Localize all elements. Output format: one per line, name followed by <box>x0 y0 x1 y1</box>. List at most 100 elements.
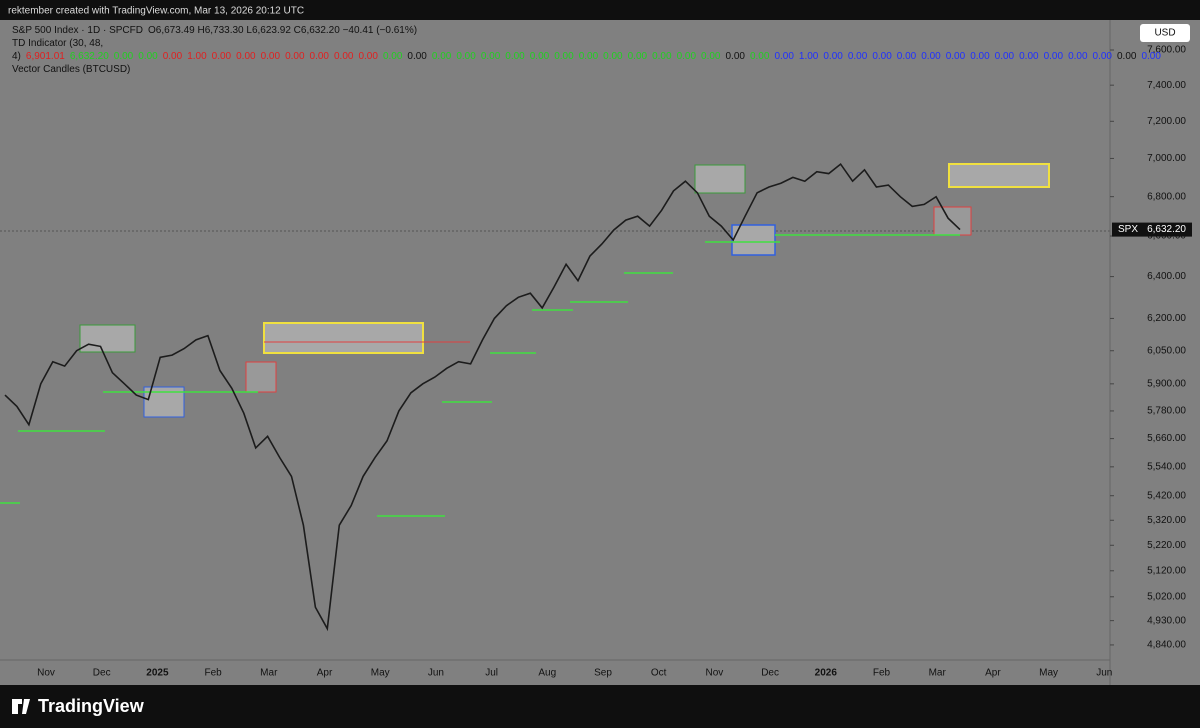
indicator-value: 0.00 <box>138 51 158 62</box>
indicator-value: 0.00 <box>1019 51 1039 62</box>
currency-button[interactable] <box>1140 24 1190 42</box>
indicator-value: 0.00 <box>113 51 134 62</box>
x-tick-label: Feb <box>873 668 891 679</box>
y-tick-label: 5,120.00 <box>1147 565 1186 576</box>
chart-background <box>0 20 1200 685</box>
y-tick-label: 5,020.00 <box>1147 591 1186 602</box>
indicator-value: 0.00 <box>1141 51 1161 62</box>
y-tick-label: 7,600.00 <box>1147 45 1186 56</box>
indicator-value: 0.00 <box>358 51 378 62</box>
legend-row: Vector Candles (BTCUSD) <box>12 63 1200 76</box>
y-tick-label: 5,320.00 <box>1147 515 1186 526</box>
indicator-value: 0.00 <box>1043 51 1064 62</box>
x-tick-label: Dec <box>761 668 779 679</box>
x-tick-label: Oct <box>651 668 667 679</box>
legend-row: S&P 500 Index · 1D · SPCFD O6,673.49 H6,7… <box>12 24 1200 37</box>
y-tick-label: 4,840.00 <box>1147 640 1186 651</box>
y-tick-label: 6,400.00 <box>1147 271 1186 282</box>
indicator-value: 1.00 <box>798 51 819 62</box>
symbol: S&P 500 Index · 1D · SPCFD <box>12 25 143 36</box>
td-box <box>245 361 277 393</box>
indicator-value: 0.00 <box>162 51 183 62</box>
x-tick-label: Nov <box>706 668 724 679</box>
td-box <box>948 163 1050 188</box>
indicator: TD Indicator (30, 48, 4) <box>12 38 104 62</box>
indicator-value: 0.00 <box>603 51 623 62</box>
y-tick-label: 5,420.00 <box>1147 490 1186 501</box>
indicator-value: 0.00 <box>211 51 232 62</box>
indicator-value: 1.00 <box>187 51 207 62</box>
y-tick-label: 7,400.00 <box>1147 80 1186 91</box>
indicator-value: 0.00 <box>872 51 892 62</box>
td-box <box>694 164 746 194</box>
legend: S&P 500 Index · 1D · SPCFD O6,673.49 H6,7… <box>12 24 1200 76</box>
indicator-value: 0.00 <box>725 51 745 62</box>
indicator-value: 0.00 <box>896 51 917 62</box>
x-tick-label: Apr <box>985 668 1001 679</box>
y-tick-label: 4,930.00 <box>1147 615 1186 626</box>
brand-logo <box>12 699 30 714</box>
y-tick-label: 5,220.00 <box>1147 540 1186 551</box>
indicator-value: 0.00 <box>823 51 843 62</box>
indicator-value: 0.00 <box>1068 51 1088 62</box>
indicator-value: 0.00 <box>236 51 256 62</box>
y-tick-label: 6,800.00 <box>1147 191 1186 202</box>
indicator-value: 0.00 <box>970 51 990 62</box>
indicator-value: 0.00 <box>1092 51 1112 62</box>
x-tick-label: May <box>1039 668 1058 679</box>
indicator-value: 6,901.01 <box>25 51 65 62</box>
last-price: 6,632.20 <box>1147 224 1186 235</box>
indicator-value: 0.00 <box>456 51 476 62</box>
indicator-value: 0.00 <box>578 51 599 62</box>
y-tick-label: 5,660.00 <box>1147 433 1186 444</box>
brand: TradingView <box>38 696 145 716</box>
y-tick-label: 6,050.00 <box>1147 345 1186 356</box>
indicator-value: 0.00 <box>480 51 501 62</box>
indicator-value: 0.00 <box>431 51 452 62</box>
credit: rektember created with TradingView.com, … <box>8 6 304 17</box>
x-tick-label: Aug <box>538 668 556 679</box>
support-lines <box>0 234 960 517</box>
indicator-value: 0.00 <box>627 51 648 62</box>
y-tick-label: 6,200.00 <box>1147 313 1186 324</box>
x-tick-label: May <box>371 668 390 679</box>
indicator-value: 0.00 <box>285 51 305 62</box>
x-tick-label: Mar <box>929 668 947 679</box>
x-tick-label: Sep <box>594 668 612 679</box>
price-line <box>4 162 961 632</box>
indicator-value: 0.00 <box>701 51 721 62</box>
indicator-value: 0.00 <box>994 51 1015 62</box>
y-tick-label: 5,900.00 <box>1147 378 1186 389</box>
x-tick-label: Jun <box>428 668 444 679</box>
last-price-tag <box>1112 222 1192 237</box>
indicator-value: 0.00 <box>676 51 697 62</box>
x-tick-label: 2025 <box>146 668 169 679</box>
x-tick-label: Jun <box>1096 668 1112 679</box>
legend-row: TD Indicator (30, 48, 4) 6,901.01 6,632.20… <box>12 37 1200 63</box>
td-box <box>263 322 424 354</box>
x-tick-label: Dec <box>93 668 111 679</box>
td-box <box>731 224 776 256</box>
y-tick-label: 7,000.00 <box>1147 153 1186 164</box>
indicator-value: 0.00 <box>774 51 794 62</box>
indicator-value: 0.00 <box>554 51 574 62</box>
y-tick-label: 5,780.00 <box>1147 406 1186 417</box>
td-box <box>933 206 972 236</box>
indicator-value: 0.00 <box>945 51 966 62</box>
indicator-value: 0.00 <box>505 51 525 62</box>
indicator-value: 0.00 <box>334 51 354 62</box>
y-tick-label: 7,200.00 <box>1147 116 1186 127</box>
currency[interactable]: USD <box>1154 28 1175 39</box>
indicator-value: 6,632.20 <box>69 51 109 62</box>
ohlc: O6,673.49 H6,733.30 L6,623.92 C6,632.20 … <box>147 25 418 36</box>
last-symbol: SPX <box>1118 224 1138 235</box>
indicator-value: 0.00 <box>260 51 281 62</box>
indicator-value: 0.00 <box>529 51 550 62</box>
indicator-value: 0.00 <box>847 51 868 62</box>
indicator-value: 0.00 <box>1117 51 1137 62</box>
x-tick-label: Mar <box>260 668 278 679</box>
x-tick-label: Apr <box>317 668 333 679</box>
indicator-value: 0.00 <box>407 51 427 62</box>
